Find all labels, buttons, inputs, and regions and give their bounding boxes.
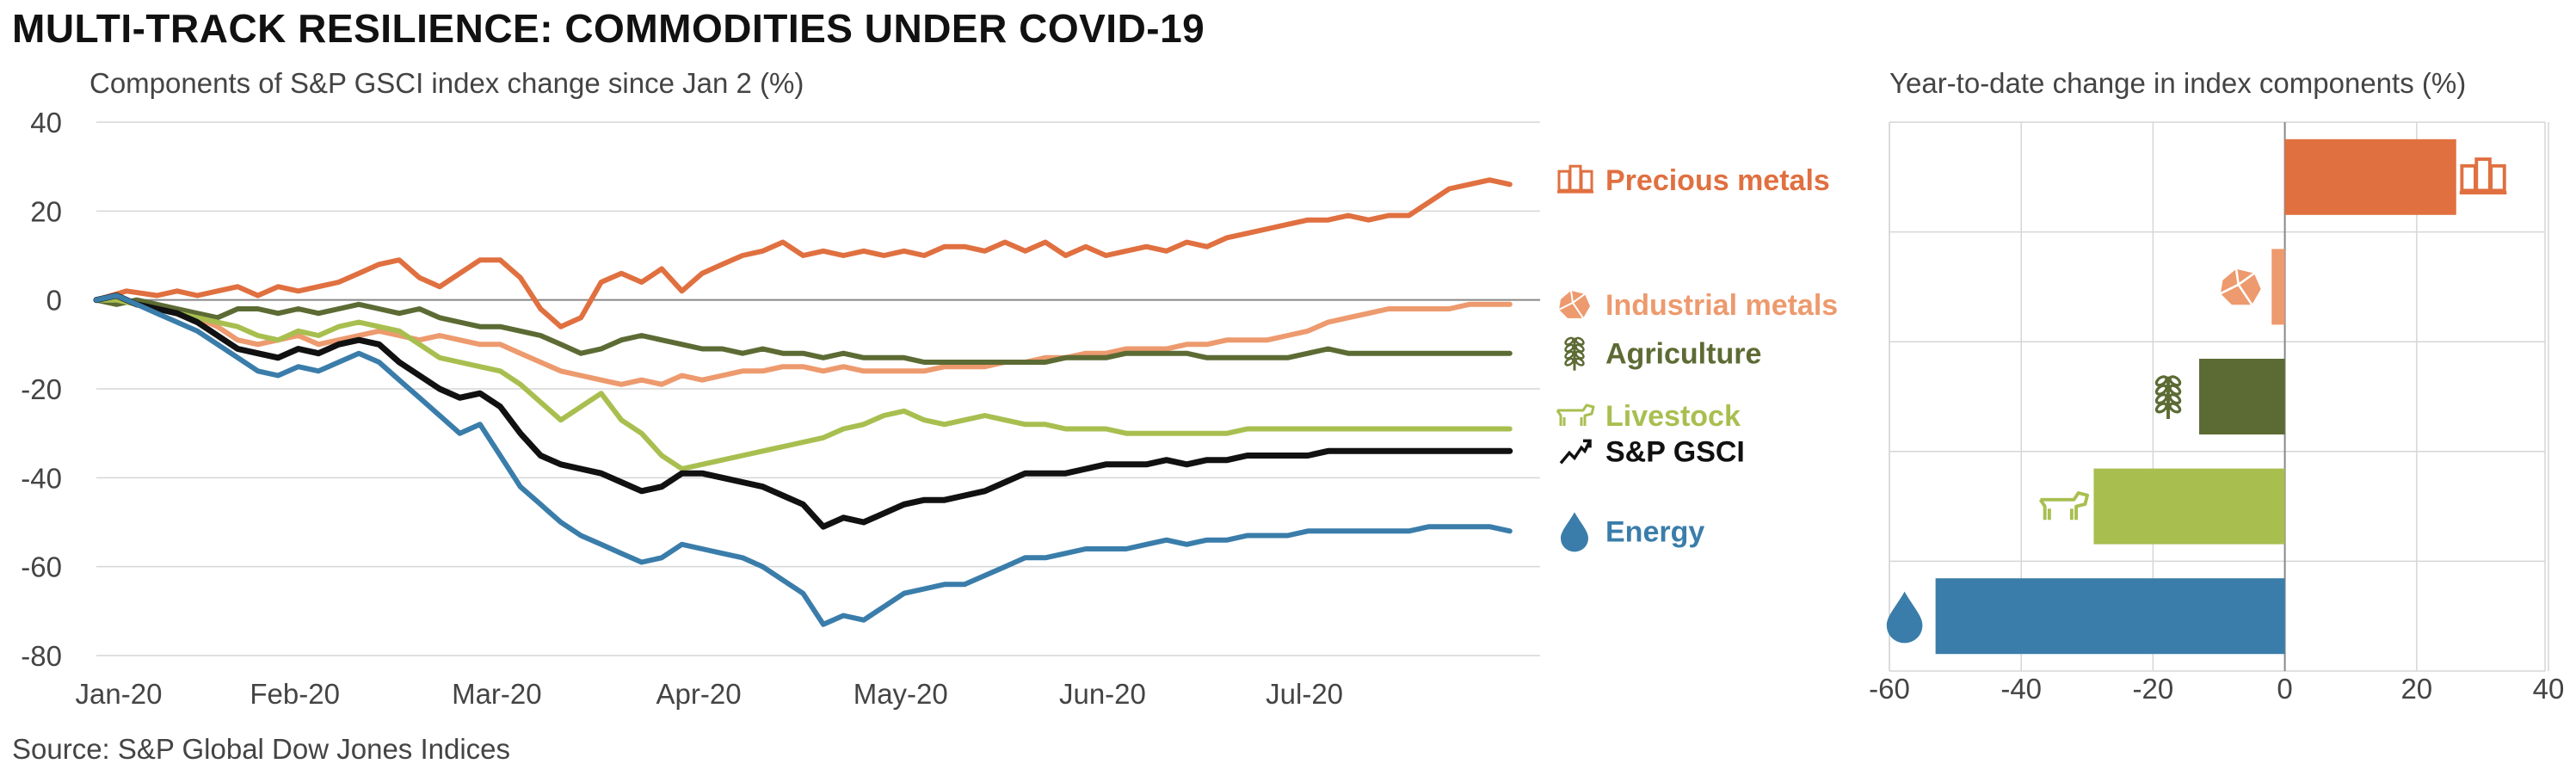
drop-icon [1561,512,1588,552]
bar-livestock [2093,468,2285,545]
wheat-icon [1564,336,1585,371]
line-chart-title: Components of S&P GSCI index change sinc… [89,67,804,99]
series-label: Precious metals [1605,164,1830,197]
cow-icon [2038,491,2090,520]
bar-chart-title: Year-to-date change in index components … [1889,67,2467,99]
series-line-s-p-gsci [93,293,1513,530]
page-title: MULTI-TRACK RESILIENCE: COMMODITIES UNDE… [12,6,1205,51]
series-label: Livestock [1605,400,1741,433]
series-label: S&P GSCI [1605,435,1745,468]
series-label: Energy [1605,515,1704,548]
drop-icon [1886,591,1923,644]
source-note: Source: S&P Global Dow Jones Indices [12,733,511,765]
series-line-precious-metals [94,177,1513,329]
x-tick-label: May-20 [854,678,948,710]
series-label: Agriculture [1605,338,1761,371]
y-tick-label: -20 [21,373,62,405]
bar-industrial-metals [2271,249,2285,325]
series-line-energy [94,293,1513,627]
bar-energy [1935,578,2285,655]
line-labels: Precious metals Industrial metals Agricult… [1556,164,1838,552]
series-line-industrial-metals [94,293,1513,387]
x-tick-label: Jun-20 [1059,678,1146,710]
y-tick-label: -60 [21,551,62,583]
line-chart-grid: 40 20 0 -20 -40 -60 -80 Jan-20 Feb-20 Mar-20 Apr-2… [21,107,1540,710]
x-tick-label: Feb-20 [250,678,340,710]
x-tick-label: -60 [1869,673,1910,705]
wheat-icon [2154,375,2182,419]
y-tick-label: 0 [46,285,62,317]
x-tick-label: Jan-20 [76,678,163,710]
bar-precious-metals [2284,139,2456,215]
x-tick-label: -20 [2133,673,2174,705]
gold-bars-icon [2459,157,2507,194]
y-tick-label: 40 [30,107,62,139]
bar-agriculture [2199,359,2285,434]
y-tick-label: 20 [30,195,62,227]
series-label: Industrial metals [1605,289,1838,322]
x-tick-label: Mar-20 [452,678,542,710]
x-tick-label: Jul-20 [1266,678,1343,710]
series-line-agriculture [94,297,1513,365]
x-tick-label: -40 [2000,673,2042,705]
x-tick-label: 0 [2277,673,2292,705]
gold-bars-icon [1557,164,1593,194]
y-tick-label: -80 [21,640,62,672]
ore-icon [1558,290,1590,319]
series-line-livestock [94,297,1513,471]
cow-icon [1556,403,1595,426]
x-tick-label: 40 [2533,673,2565,705]
bars [1886,139,2507,655]
line-series [93,177,1513,627]
y-tick-label: -40 [21,462,62,494]
x-tick-label: Apr-20 [656,678,742,710]
zigzag-icon [1559,439,1592,465]
x-tick-label: 20 [2400,673,2432,705]
ore-icon [2220,268,2261,305]
